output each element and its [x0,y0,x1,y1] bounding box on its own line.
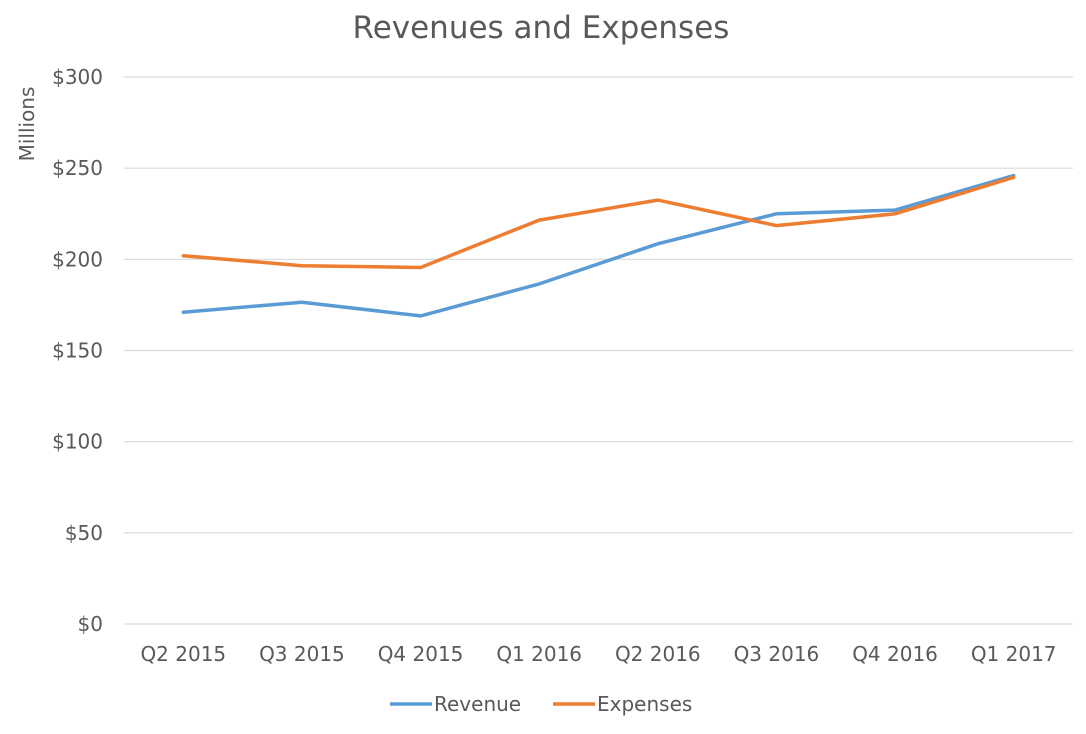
x-tick-label: Q4 2015 [378,642,464,666]
y-tick-label: $300 [52,65,103,89]
y-tick-label: $200 [52,247,103,271]
legend-label-revenue: Revenue [434,692,521,716]
y-axis-ticks: $0 $50 $100 $150 $200 $250 $300 [52,65,103,636]
y-tick-label: $250 [52,156,103,180]
y-tick-label: $150 [52,339,103,363]
x-tick-label: Q1 2017 [971,642,1057,666]
gridlines [124,76,1073,625]
chart-title: Revenues and Expenses [353,10,730,46]
x-axis-ticks: Q2 2015 Q3 2015 Q4 2015 Q1 2016 Q2 2016 Q3 20… [140,642,1056,666]
x-tick-label: Q4 2016 [852,642,938,666]
y-axis-label: Millions [15,87,39,162]
legend-label-expenses: Expenses [597,692,692,716]
x-tick-label: Q2 2015 [140,642,226,666]
x-tick-label: Q3 2015 [259,642,345,666]
y-tick-label: $50 [65,521,103,545]
series-lines [181,173,1016,318]
x-tick-label: Q1 2016 [496,642,582,666]
series-line-expenses [181,175,1016,270]
series-line-revenue [181,173,1016,318]
x-tick-label: Q2 2016 [615,642,701,666]
x-tick-label: Q3 2016 [734,642,820,666]
y-tick-label: $0 [78,612,103,636]
y-tick-label: $100 [52,430,103,454]
legend: Revenue Expenses [390,692,692,716]
